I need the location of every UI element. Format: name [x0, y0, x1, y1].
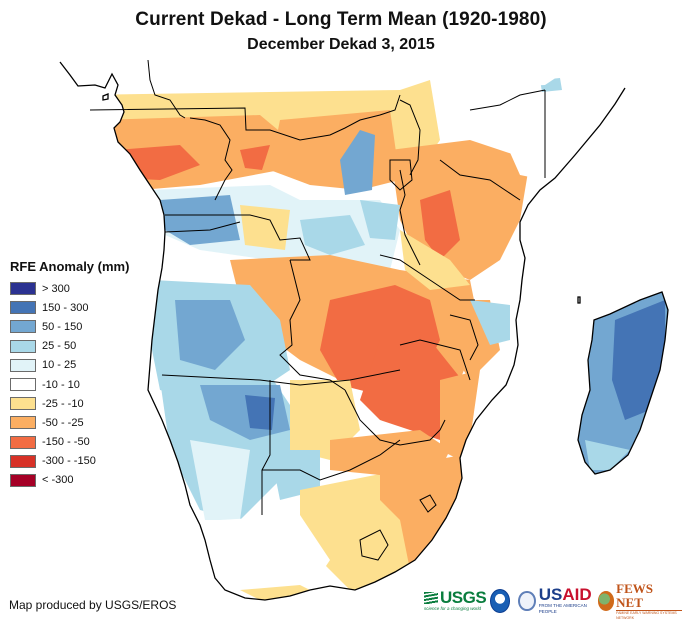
anomaly-region	[270, 450, 320, 500]
legend-label: 150 - 300	[42, 301, 89, 314]
logo-bar: USGS science for a changing world USAID …	[424, 581, 682, 620]
legend-item: -300 - -150	[10, 452, 129, 471]
anomaly-region	[470, 70, 625, 180]
anomaly-region	[175, 300, 245, 370]
legend-swatch	[10, 301, 36, 315]
usaid-seal-icon	[518, 591, 536, 611]
legend-swatch	[10, 378, 36, 392]
legend-item: 25 - 50	[10, 337, 129, 356]
legend-swatch	[10, 282, 36, 296]
fews-tagline: FAMINE EARLY WARNING SYSTEMS NETWORK	[616, 610, 677, 620]
lesotho-border	[359, 529, 389, 561]
legend-label: 10 - 25	[42, 359, 77, 372]
legend-swatch	[10, 473, 36, 487]
legend-label: -50 - -25	[42, 416, 84, 429]
usaid-prefix: US	[538, 585, 563, 604]
legend-item: 10 - 25	[10, 356, 129, 375]
fews-globe-icon	[597, 591, 615, 611]
anomaly-region	[400, 230, 470, 290]
legend-swatch	[10, 358, 36, 372]
map-title: Current Dekad - Long Term Mean (1920-198…	[135, 9, 547, 30]
anomaly-region	[340, 130, 375, 195]
legend-swatch	[10, 435, 36, 449]
usaid-logo: USAID FROM THE AMERICAN PEOPLE	[538, 585, 595, 615]
anomaly-region	[585, 440, 630, 470]
anomaly-region	[240, 205, 290, 250]
anomaly-region	[245, 395, 275, 430]
map-credit: Map produced by USGS/EROS	[9, 598, 177, 612]
anomaly-region	[360, 200, 400, 240]
anomaly-region	[190, 440, 250, 520]
legend-label: -10 - 10	[42, 378, 80, 391]
legend-label: > 300	[42, 282, 70, 295]
fews-wordmark: FEWS NET	[616, 581, 682, 611]
legend-item: -150 - -50	[10, 433, 129, 452]
anomaly-region	[612, 300, 665, 420]
anomaly-region	[420, 190, 460, 260]
legend-label: -25 - -10	[42, 397, 84, 410]
legend-label: 50 - 150	[42, 320, 83, 333]
usaid-suffix: AID	[562, 585, 592, 604]
anomaly-region	[300, 215, 365, 255]
usgs-logo: USGS science for a changing world	[424, 588, 487, 612]
legend-item: 50 - 150	[10, 317, 129, 336]
country-borders	[89, 59, 546, 561]
usgs-tagline: science for a changing world	[424, 606, 482, 611]
map-subtitle: December Dekad 3, 2015	[247, 36, 435, 53]
madagascar-outline	[577, 291, 669, 475]
legend-label: -150 - -50	[42, 436, 90, 449]
legend-swatch	[10, 339, 36, 353]
usgs-wave-icon	[424, 592, 438, 604]
legend-item: -25 - -10	[10, 394, 129, 413]
legend-item: 150 - 300	[10, 298, 129, 317]
legend-swatch	[10, 320, 36, 334]
legend-title: RFE Anomaly (mm)	[10, 259, 130, 274]
legend-item: < -300	[10, 471, 129, 490]
legend-swatch	[10, 454, 36, 468]
legend-item: > 300	[10, 279, 129, 298]
eswatini-border	[419, 494, 437, 513]
legend: RFE Anomaly (mm) > 300 150 - 300 50 - 150 2…	[10, 259, 129, 490]
fews-net-logo: FEWS NET FAMINE EARLY WARNING SYSTEMS NE…	[616, 581, 682, 621]
legend-item: -10 - 10	[10, 375, 129, 394]
anomaly-region	[160, 195, 240, 245]
legend-label: < -300	[42, 474, 74, 487]
anomaly-region	[470, 300, 510, 345]
usgs-wordmark: USGS	[440, 588, 487, 607]
anomaly-region	[240, 145, 270, 170]
legend-label: -300 - -150	[42, 455, 96, 468]
legend-item: -50 - -25	[10, 413, 129, 432]
legend-swatch	[10, 416, 36, 430]
usaid-tagline: FROM THE AMERICAN PEOPLE	[538, 603, 587, 614]
anomaly-region	[220, 515, 330, 598]
legend-swatch	[10, 397, 36, 411]
coastline	[59, 61, 669, 601]
noaa-logo-icon	[490, 589, 511, 613]
legend-label: 25 - 50	[42, 340, 77, 353]
